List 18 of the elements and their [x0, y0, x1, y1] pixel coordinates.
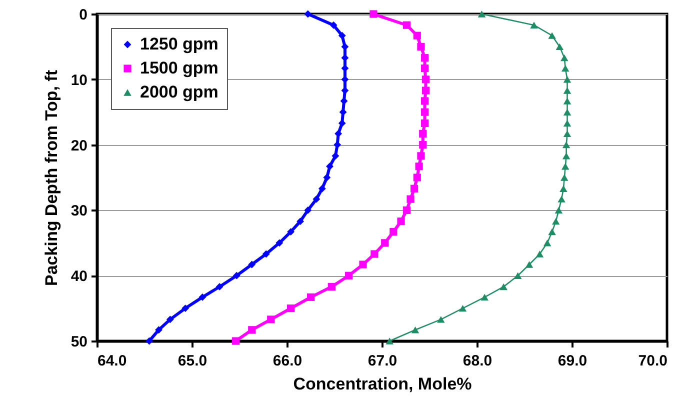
- y-axis-title: Packing Depth from Top, ft: [42, 70, 61, 286]
- legend-label: 1250 gpm: [140, 34, 218, 54]
- x-tick-label: 70.0: [638, 352, 668, 370]
- legend-label: 1500 gpm: [140, 58, 218, 78]
- x-tick-label: 66.0: [272, 352, 302, 370]
- x-axis-title: Concentration, Mole%: [293, 374, 472, 394]
- x-tick-label: 67.0: [368, 352, 398, 370]
- x-tick-label: 68.0: [462, 352, 492, 370]
- y-tick-label: 30: [70, 202, 88, 220]
- y-tick-label: 0: [79, 6, 88, 24]
- x-tick-label: 65.0: [178, 352, 208, 370]
- y-tick-label: 50: [70, 334, 88, 350]
- x-tick-label: 69.0: [558, 352, 588, 370]
- legend-label: 2000 gpm: [140, 82, 218, 102]
- x-tick-label: 64.0: [98, 352, 127, 370]
- y-tick-label: 10: [70, 72, 88, 89]
- y-tick-label: 20: [70, 137, 88, 154]
- y-tick-label: 40: [70, 268, 88, 286]
